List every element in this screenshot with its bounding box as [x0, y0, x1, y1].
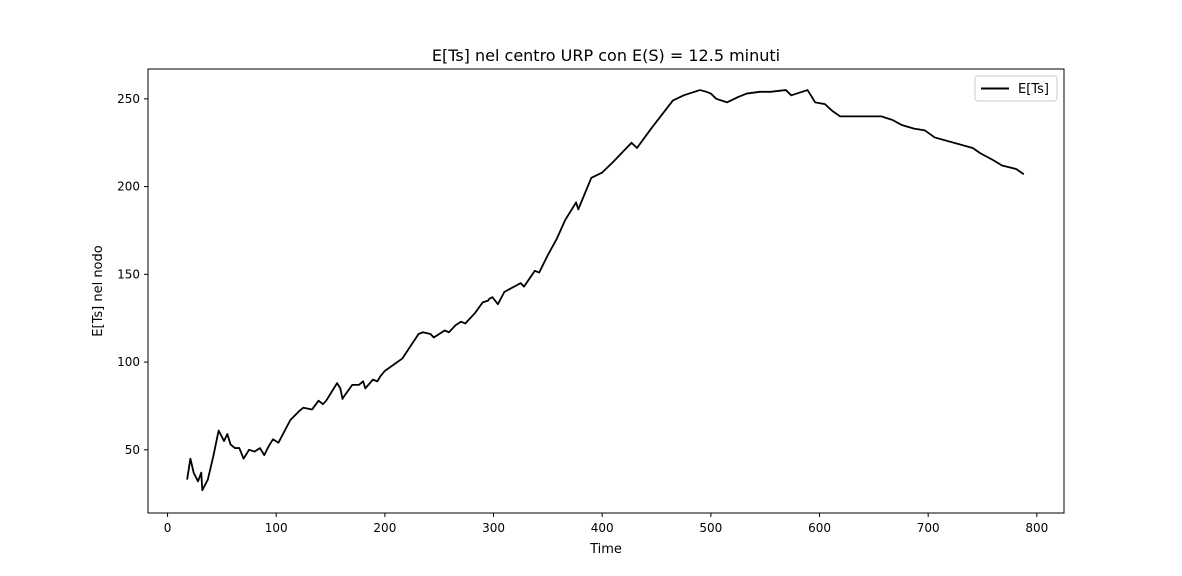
- x-tick-label: 100: [265, 521, 288, 535]
- chart-title: E[Ts] nel centro URP con E(S) = 12.5 min…: [432, 46, 780, 65]
- x-tick-label: 400: [591, 521, 614, 535]
- series-line-ets: [186, 89, 1025, 492]
- x-tick-label: 500: [699, 521, 722, 535]
- legend: E[Ts]: [974, 75, 1058, 102]
- ticks-layer: 0 100 200 300 400 500 600 700 800 50 100 150 200 250: [117, 92, 1048, 535]
- y-tick-label: 150: [117, 267, 140, 281]
- plot-area-frame: [147, 68, 1065, 514]
- x-axis-label: Time: [589, 542, 622, 557]
- legend-entry-ets: E[Ts]: [1018, 82, 1049, 97]
- x-tick-label: 800: [1025, 521, 1048, 535]
- x-tick-label: 0: [164, 521, 172, 535]
- y-tick-label: 100: [117, 355, 140, 369]
- y-tick-label: 200: [117, 180, 140, 194]
- y-axis-label: E[Ts] nel nodo: [91, 245, 106, 336]
- series-layer: [186, 89, 1025, 492]
- x-tick-label: 300: [482, 521, 505, 535]
- y-tick-label: 50: [125, 443, 140, 457]
- axes: [147, 68, 1065, 514]
- legend-box: [974, 75, 1058, 102]
- x-tick-label: 700: [917, 521, 940, 535]
- x-tick-label: 200: [373, 521, 396, 535]
- y-tick-label: 250: [117, 92, 140, 106]
- x-tick-label: 600: [808, 521, 831, 535]
